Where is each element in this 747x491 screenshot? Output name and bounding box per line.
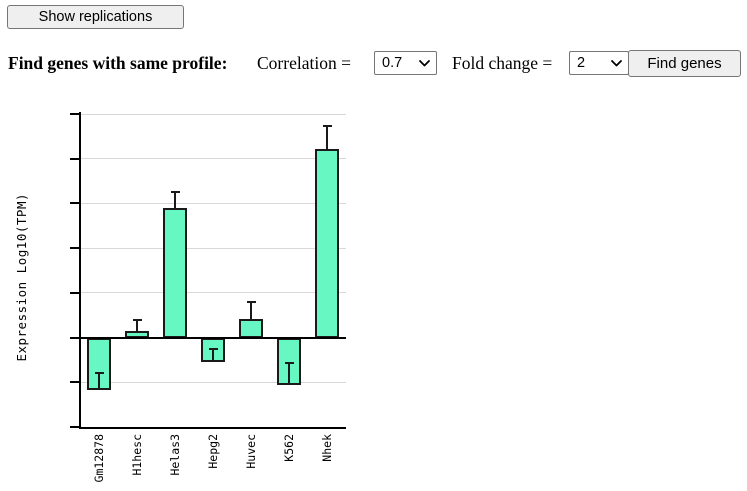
x-tick-label: K562 — [282, 434, 296, 462]
y-tick-label — [22, 419, 67, 435]
y-tick-label — [22, 151, 67, 167]
error-bar — [288, 362, 290, 385]
gridline — [80, 381, 346, 383]
find-genes-title: Find genes with same profile: — [8, 53, 228, 73]
y-tick — [70, 381, 80, 384]
bar-nhek — [315, 148, 339, 338]
x-axis-line — [79, 427, 346, 429]
x-tick-label: Hepg2 — [206, 434, 220, 469]
y-axis-title: Expression Log10(TPM) — [14, 192, 29, 362]
fold-change-select[interactable]: 2 — [569, 51, 629, 75]
gridline — [80, 247, 346, 249]
x-tick-label: Huvec — [244, 434, 258, 469]
error-bar — [250, 301, 252, 319]
chevron-down-icon — [419, 59, 430, 67]
gridline — [80, 113, 346, 115]
chevron-down-icon — [611, 59, 622, 67]
y-tick — [70, 202, 80, 205]
error-bar-cap — [284, 361, 294, 364]
find-genes-button[interactable]: Find genes — [628, 50, 741, 77]
correlation-label: Correlation = — [257, 53, 351, 73]
error-bar — [326, 125, 328, 149]
error-bar-cap — [132, 318, 142, 321]
x-tick-label: H1hesc — [130, 434, 144, 476]
error-bar — [136, 319, 138, 332]
bar-huvec — [239, 318, 263, 338]
error-bar-cap — [170, 190, 180, 193]
expression-bar-chart: Gm12878 H1hesc Helas3 Hepg2 Huvec K562 Nhek Exp… — [0, 90, 460, 491]
error-bar-cap — [246, 300, 256, 303]
x-tick-label: Gm12878 — [92, 434, 106, 483]
error-bar-cap — [208, 348, 218, 351]
error-bar — [98, 373, 100, 391]
y-tick-label — [22, 106, 67, 122]
error-bar-cap — [94, 372, 104, 375]
show-replications-button[interactable]: Show replications — [7, 5, 184, 29]
fold-change-select-value: 2 — [577, 55, 586, 71]
y-tick — [70, 336, 80, 339]
gridline — [80, 202, 346, 204]
y-tick — [70, 247, 80, 250]
x-tick-label: Nhek — [320, 434, 334, 462]
gridline — [80, 292, 346, 294]
bar-h1hesc — [125, 331, 149, 338]
correlation-select-value: 0.7 — [382, 55, 403, 71]
gridline — [80, 158, 346, 160]
error-bar-cap — [322, 124, 332, 127]
error-bar — [174, 191, 176, 208]
y-tick-label — [22, 374, 67, 390]
y-tick — [70, 291, 80, 294]
fold-change-label: Fold change = — [452, 53, 553, 73]
x-tick-label: Helas3 — [168, 434, 182, 476]
bar-helas3 — [163, 207, 187, 338]
y-tick — [70, 113, 80, 115]
y-tick — [70, 426, 80, 428]
error-bar — [212, 349, 214, 362]
correlation-select[interactable]: 0.7 — [374, 51, 437, 75]
y-tick — [70, 157, 80, 160]
zero-axis-line — [80, 336, 346, 339]
y-axis-line — [79, 112, 81, 429]
